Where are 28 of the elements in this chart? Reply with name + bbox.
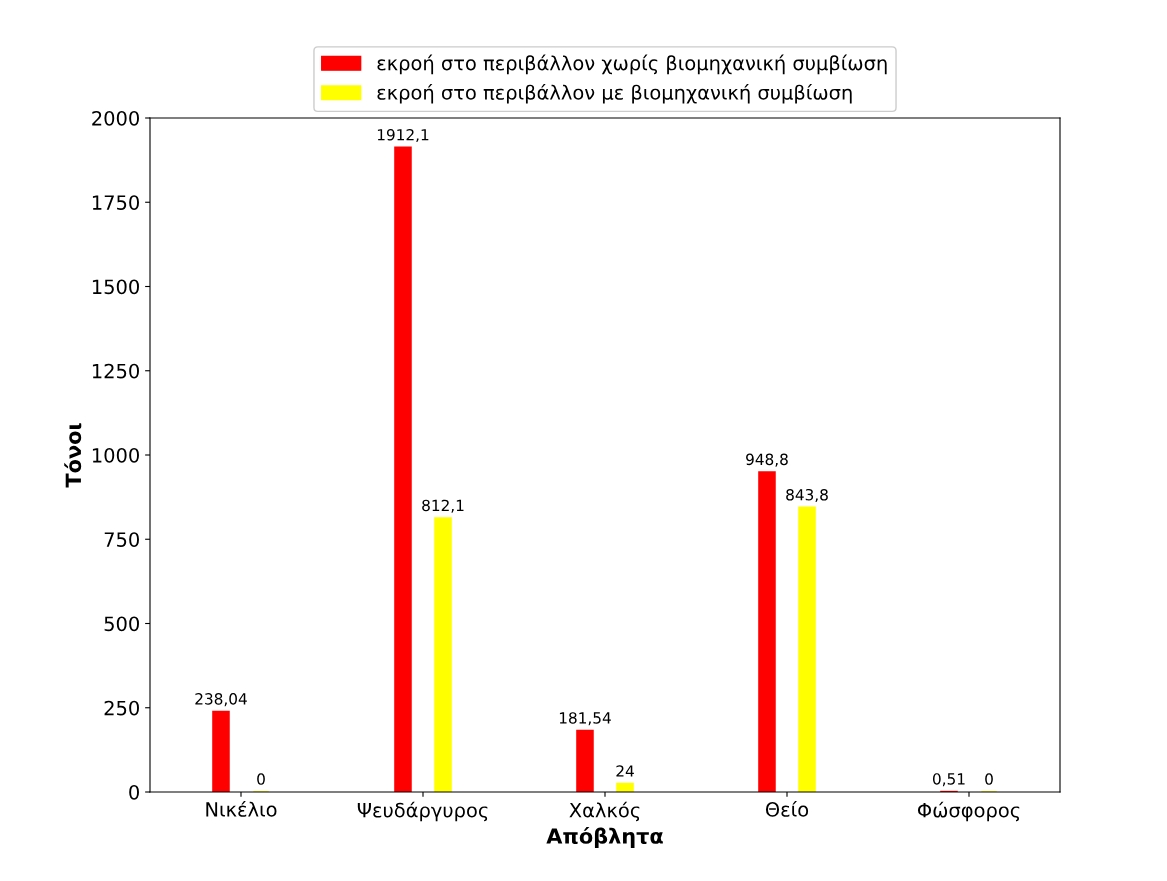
x-tick-label: Χαλκός <box>569 801 640 822</box>
legend-label: εκροή στο περιβάλλον με βιομηχανική συμβίωση <box>377 83 852 104</box>
data-label: 181,54 <box>559 712 611 726</box>
y-tick-label: 1500 <box>92 279 139 295</box>
data-label: 0 <box>257 773 265 785</box>
data-label: 843,8 <box>786 488 828 503</box>
y-axis-title: Τόνοι <box>64 423 82 488</box>
data-label: 1912,1 <box>377 128 429 143</box>
y-tick-label: 1000 <box>92 447 139 463</box>
x-tick-label: Φώσφορος <box>917 801 1020 822</box>
data-label: 948,8 <box>746 453 788 467</box>
x-axis-title: Απόβλητα <box>546 826 663 848</box>
x-tick-label: Ψευδάργυρος <box>357 801 488 822</box>
y-tick-label: 0 <box>129 784 139 800</box>
data-label: 24 <box>616 765 634 777</box>
data-label: 0,51 <box>932 773 965 787</box>
legend-label: εκροή στο περιβάλλον χωρίς βιομηχανική συμβίωση <box>377 54 887 75</box>
y-tick-label: 500 <box>104 616 139 632</box>
y-tick-label: 1250 <box>92 363 139 379</box>
y-tick-label: 1750 <box>92 195 139 210</box>
x-tick-label: Θείο <box>765 800 809 817</box>
data-label: 238,04 <box>195 693 247 707</box>
y-tick-label: 2000 <box>92 110 139 126</box>
data-label: 0 <box>985 773 993 785</box>
y-tick-label: 250 <box>104 700 139 716</box>
x-tick-label: Νικέλιο <box>206 800 277 817</box>
data-label: 812,1 <box>422 499 464 513</box>
y-tick-label: 750 <box>104 532 139 547</box>
